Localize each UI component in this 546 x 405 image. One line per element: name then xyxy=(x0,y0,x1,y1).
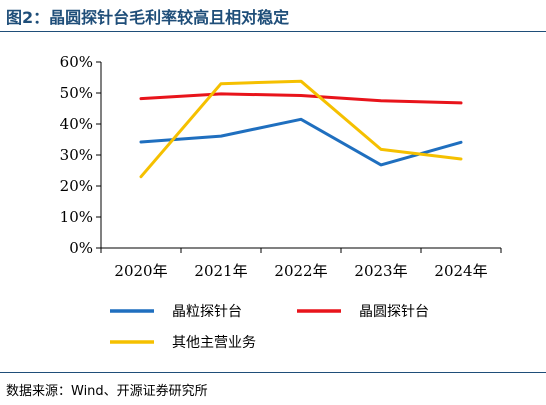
series-line xyxy=(139,92,463,105)
x-tick-label: 2022年 xyxy=(274,262,327,280)
source-note: 数据来源：Wind、开源证券研究所 xyxy=(6,384,208,399)
y-tick-label: 30% xyxy=(60,146,93,164)
y-tick-label: 10% xyxy=(60,208,93,226)
x-tick-label: 2023年 xyxy=(354,262,407,280)
y-tick-label: 40% xyxy=(60,115,93,133)
series-line xyxy=(139,117,463,167)
figure-title: 图2：晶圆探针台毛利率较高且相对稳定 xyxy=(6,8,290,27)
source-rule xyxy=(0,372,546,373)
y-tick-label: 50% xyxy=(60,84,93,102)
series-line xyxy=(139,79,463,179)
legend-label: 晶圆探针台 xyxy=(359,304,429,320)
title-rule xyxy=(0,31,546,32)
legend-label: 其他主营业务 xyxy=(172,335,256,351)
y-tick-label: 60% xyxy=(60,53,93,71)
y-axis: 0% 10% 20% 30% 40% 50% 60% xyxy=(60,53,102,257)
y-tick-label: 0% xyxy=(69,239,93,257)
x-axis: 2020年 2021年 2022年 2023年 2024年 xyxy=(100,247,502,280)
x-tick-label: 2024年 xyxy=(434,262,487,280)
legend-label: 晶粒探针台 xyxy=(172,304,242,320)
y-tick-label: 20% xyxy=(60,177,93,195)
x-tick-label: 2021年 xyxy=(194,262,247,280)
line-chart: 0% 10% 20% 30% 40% 50% 60% 2020年 2021年 2022年 2023… xyxy=(60,53,502,351)
x-tick-label: 2020年 xyxy=(114,262,167,280)
series-layer xyxy=(139,79,463,179)
